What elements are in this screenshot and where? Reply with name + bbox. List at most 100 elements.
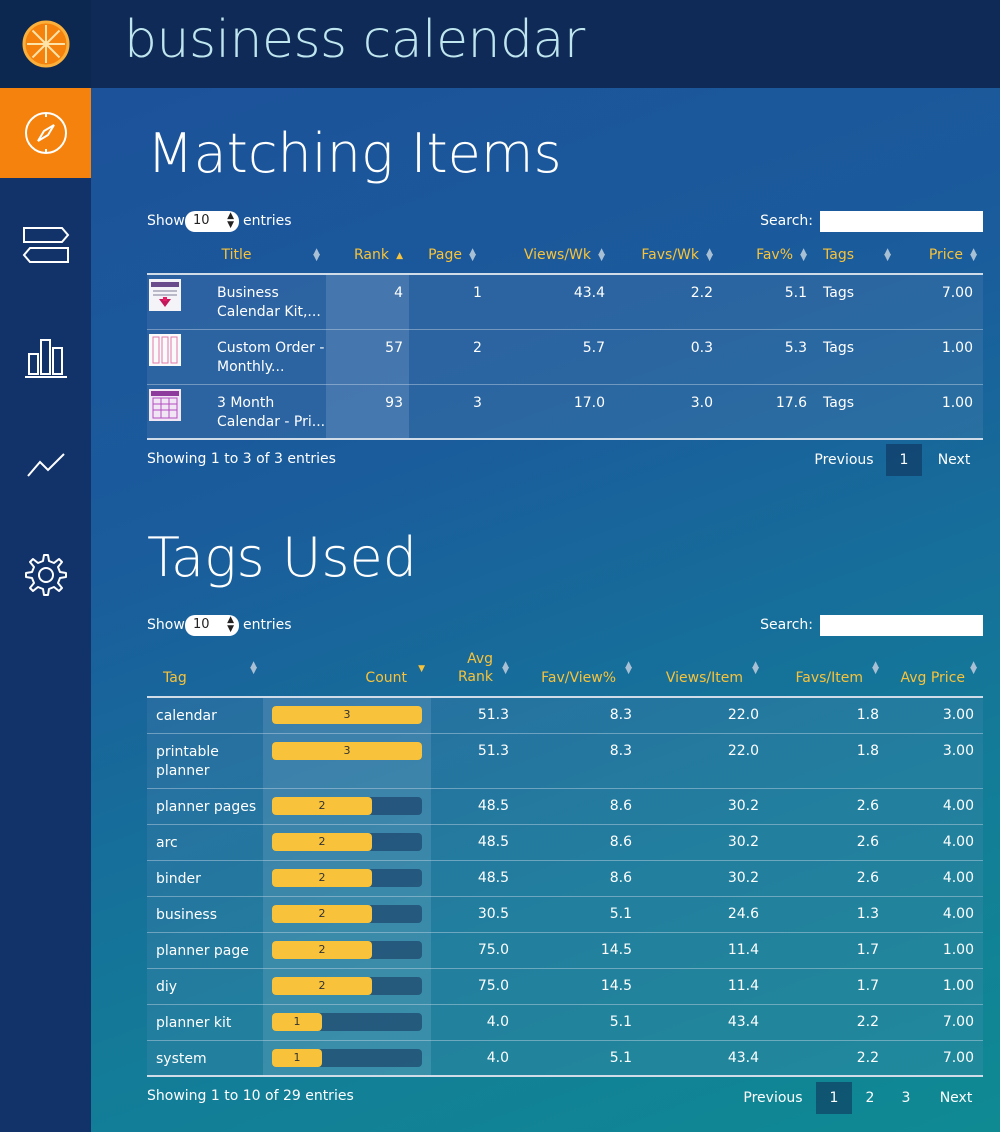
- previous-button[interactable]: Previous: [743, 1090, 803, 1106]
- count-bar: 2: [272, 940, 422, 959]
- table-row[interactable]: business 2 30.5 5.1 24.6 1.3 4.00: [147, 895, 983, 932]
- col-tags[interactable]: Tags ▲ ▼: [813, 240, 897, 275]
- tags-pagination: Previous 1 2 3 Next: [734, 1082, 986, 1114]
- count-bar-label: 1: [293, 1050, 301, 1064]
- cell-tags[interactable]: Tags: [813, 328, 897, 384]
- search-input[interactable]: [820, 211, 983, 232]
- nav-trends[interactable]: [0, 420, 91, 510]
- col-fav-view[interactable]: Fav/View% ▲ ▼: [515, 646, 638, 698]
- nav-explore[interactable]: [0, 88, 91, 178]
- search-input[interactable]: [820, 615, 983, 636]
- item-thumbnail[interactable]: [147, 273, 217, 329]
- col-rank[interactable]: Rank ▲: [326, 240, 409, 275]
- cell-tag[interactable]: printable planner: [147, 732, 263, 788]
- nav-settings[interactable]: [0, 530, 91, 620]
- tag-label: planner: [156, 762, 210, 779]
- count-bar-fill: [272, 904, 372, 923]
- table-row[interactable]: planner pages 2 48.5 8.6 30.2 2.6 4.00: [147, 787, 983, 824]
- cell-fav-view: 5.1: [515, 1039, 638, 1077]
- tag-label: business: [156, 906, 218, 923]
- table-row[interactable]: binder 2 48.5 8.6 30.2 2.6 4.00: [147, 859, 983, 896]
- cell-tag[interactable]: planner kit: [147, 1003, 263, 1040]
- nav-directions[interactable]: [0, 200, 91, 290]
- table-row[interactable]: planner page 2 75.0 14.5 11.4 1.7 1.00: [147, 931, 983, 968]
- col-favs-item[interactable]: Favs/Item ▲ ▼: [765, 646, 885, 698]
- col-title[interactable]: Title ▲ ▼: [147, 240, 326, 275]
- gear-icon: [24, 554, 67, 596]
- matching-pagination: Previous 1 Next: [806, 444, 986, 476]
- table-row[interactable]: printable planner 3 51.3 8.3 22.0 1.8 3.00: [147, 732, 983, 788]
- col-fav-pct[interactable]: Fav% ▲ ▼: [719, 240, 813, 275]
- table-row[interactable]: Custom Order - Monthly... 57 2 5.7 0.3 5.…: [147, 328, 983, 384]
- page-button-1[interactable]: 1: [886, 444, 922, 476]
- col-tag[interactable]: Tag ▲ ▼: [147, 646, 263, 698]
- cell-avg-rank: 51.3: [431, 732, 515, 788]
- nav-stats[interactable]: [0, 310, 91, 400]
- table-row[interactable]: system 1 4.0 5.1 43.4 2.2 7.00: [147, 1039, 983, 1077]
- table-row[interactable]: arc 2 48.5 8.6 30.2 2.6 4.00: [147, 823, 983, 860]
- cell-tag[interactable]: diy: [147, 967, 263, 1004]
- count-bar: 2: [272, 976, 422, 995]
- cell-favs-wk: 0.3: [611, 328, 719, 384]
- col-favs-wk[interactable]: Favs/Wk ▲ ▼: [611, 240, 719, 275]
- cell-page: 1: [409, 273, 482, 329]
- cell-tag[interactable]: binder: [147, 859, 263, 896]
- count-bar-label: 3: [343, 743, 351, 757]
- table-row[interactable]: planner kit 1 4.0 5.1 43.4 2.2 7.00: [147, 1003, 983, 1040]
- item-thumbnail[interactable]: [147, 328, 217, 384]
- cell-avg-price: 7.00: [885, 1039, 983, 1077]
- page-button-2[interactable]: 2: [865, 1090, 875, 1106]
- cell-fav-view: 8.3: [515, 696, 638, 733]
- cell-avg-price: 7.00: [885, 1003, 983, 1040]
- item-title[interactable]: 3 Month Calendar - Pri...: [217, 383, 326, 440]
- table-row[interactable]: Business Calendar Kit,... 4 1 43.4 2.2 5.…: [147, 273, 983, 329]
- entries-label: entries: [243, 213, 292, 229]
- cell-tag[interactable]: planner page: [147, 931, 263, 968]
- item-title[interactable]: Custom Order - Monthly...: [217, 328, 326, 384]
- matching-controls: Show 10 ▲ ▼ entries Search:: [147, 211, 983, 233]
- col-avg-price[interactable]: Avg Price ▲ ▼: [885, 646, 983, 698]
- cell-avg-rank: 4.0: [431, 1003, 515, 1040]
- previous-button[interactable]: Previous: [814, 452, 874, 468]
- col-views-wk[interactable]: Views/Wk ▲ ▼: [482, 240, 611, 275]
- cell-tag[interactable]: planner pages: [147, 787, 263, 824]
- sort-asc-icon: ▲: [396, 251, 403, 261]
- table-row[interactable]: calendar 3 51.3 8.3 22.0 1.8 3.00: [147, 696, 983, 733]
- show-label: Show: [147, 213, 185, 229]
- page-button-3[interactable]: 3: [901, 1090, 911, 1106]
- count-bar: 2: [272, 868, 422, 887]
- col-page[interactable]: Page ▲ ▼: [409, 240, 482, 275]
- page-button-1[interactable]: 1: [816, 1082, 852, 1114]
- tag-label: planner pages: [156, 798, 257, 815]
- table-row[interactable]: diy 2 75.0 14.5 11.4 1.7 1.00: [147, 967, 983, 1004]
- cell-tags[interactable]: Tags: [813, 383, 897, 440]
- cell-fav-pct: 5.3: [719, 328, 813, 384]
- cell-count: 1: [263, 1039, 431, 1077]
- col-count[interactable]: Count ▼: [263, 646, 431, 698]
- entries-select[interactable]: 10 ▲ ▼: [185, 211, 239, 232]
- tags-controls: Show 10 ▲ ▼ entries Search:: [147, 615, 983, 637]
- count-bar-fill: [272, 1048, 322, 1067]
- cell-tag[interactable]: business: [147, 895, 263, 932]
- logo[interactable]: [0, 0, 91, 88]
- col-views-item[interactable]: Views/Item ▲ ▼: [638, 646, 765, 698]
- cell-favs-item: 1.7: [765, 967, 885, 1004]
- next-button[interactable]: Next: [937, 452, 971, 468]
- col-price[interactable]: Price ▲ ▼: [897, 240, 983, 275]
- tag-label: binder: [156, 870, 201, 887]
- cell-avg-price: 4.00: [885, 859, 983, 896]
- cell-tag[interactable]: calendar: [147, 696, 263, 733]
- item-title[interactable]: Business Calendar Kit,...: [217, 273, 326, 329]
- cell-tags[interactable]: Tags: [813, 273, 897, 329]
- next-button[interactable]: Next: [939, 1090, 973, 1106]
- cell-tag[interactable]: system: [147, 1039, 263, 1077]
- item-thumbnail[interactable]: [147, 383, 217, 440]
- entries-select[interactable]: 10 ▲ ▼: [185, 615, 239, 636]
- col-avg-rank[interactable]: Avg Rank ▲ ▼: [431, 646, 515, 698]
- cell-views-item: 22.0: [638, 696, 765, 733]
- show-label: Show: [147, 617, 185, 633]
- matching-items-title: Matching Items: [147, 122, 562, 185]
- cell-tag[interactable]: arc: [147, 823, 263, 860]
- cell-avg-rank: 48.5: [431, 859, 515, 896]
- table-row[interactable]: 3 Month Calendar - Pri... 93 3 17.0 3.0 1…: [147, 383, 983, 440]
